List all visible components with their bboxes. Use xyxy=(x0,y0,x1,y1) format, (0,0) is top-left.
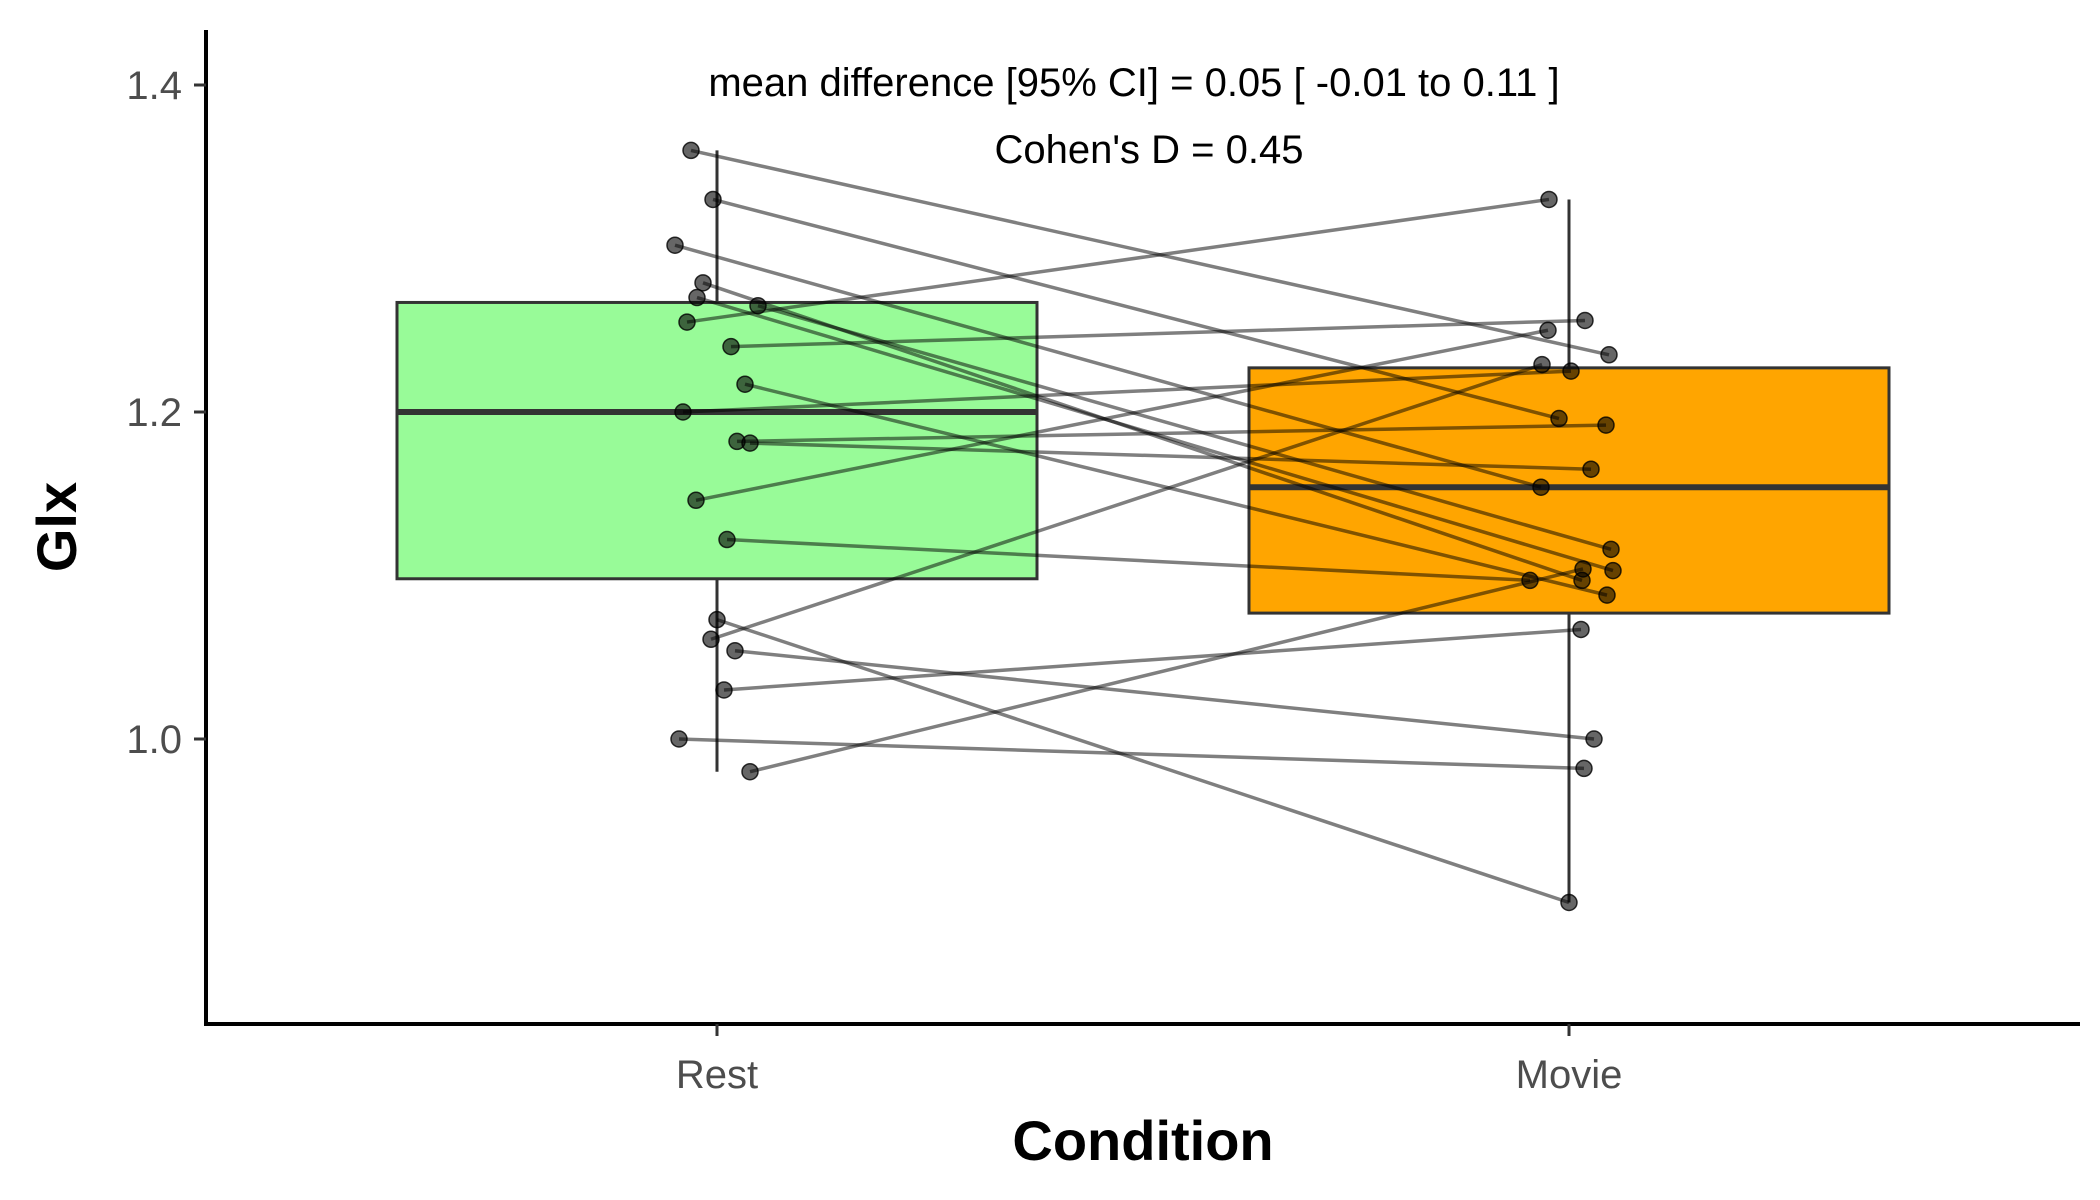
rest-point xyxy=(670,730,688,748)
cohens-d-annotation: Cohen's D = 0.45 xyxy=(995,128,1304,172)
rest-point xyxy=(678,313,696,331)
rest-point xyxy=(726,641,744,660)
y-tick-label: 1.2 xyxy=(126,391,182,435)
movie-point xyxy=(1585,730,1603,748)
paired-line xyxy=(695,328,1549,503)
rest-point xyxy=(666,236,684,254)
paired-line xyxy=(749,567,1584,774)
points-layer xyxy=(666,141,1622,912)
rest-point xyxy=(674,403,692,421)
paired-line xyxy=(712,197,1560,421)
movie-point xyxy=(1576,311,1594,330)
movie-point xyxy=(1562,362,1580,380)
rest-point xyxy=(708,610,726,629)
y-axis-title: Glx xyxy=(25,482,88,572)
movie-point xyxy=(1550,409,1568,428)
movie-point xyxy=(1532,478,1550,496)
paired-line xyxy=(730,318,1586,349)
y-tick-label: 1.4 xyxy=(126,64,182,108)
movie-point xyxy=(1539,321,1557,339)
rest-point xyxy=(722,337,740,356)
paired-line xyxy=(686,197,1550,324)
paired-line xyxy=(682,369,1572,414)
paired-line xyxy=(690,148,1610,357)
movie-point xyxy=(1560,893,1578,912)
x-tick-label-rest: Rest xyxy=(676,1053,758,1097)
paired-line xyxy=(749,441,1592,471)
rest-point xyxy=(741,762,759,781)
movie-point xyxy=(1598,586,1616,604)
paired-line xyxy=(734,648,1595,741)
movie-point xyxy=(1533,355,1551,374)
movie-point xyxy=(1574,560,1592,578)
paired-line xyxy=(757,304,1612,552)
paired-line xyxy=(710,362,1543,641)
movie-point xyxy=(1602,540,1620,559)
movie-point xyxy=(1604,561,1622,580)
movie-point xyxy=(1572,620,1590,639)
axes-layer xyxy=(204,30,2080,1026)
rest-point xyxy=(715,681,733,699)
paired-line xyxy=(736,423,1607,444)
boxes-layer xyxy=(395,150,1891,903)
annotation-layer: mean difference [95% CI] = 0.05 [ -0.01 … xyxy=(708,61,1559,172)
paired-line xyxy=(723,627,1582,692)
rest-point xyxy=(741,434,759,452)
rest-point xyxy=(687,491,705,510)
movie-point xyxy=(1540,190,1558,209)
ticks-layer: 1.0 1.2 1.4 Rest Movie xyxy=(126,64,1622,1097)
movie-point xyxy=(1521,571,1539,590)
rest-box xyxy=(395,300,1039,581)
paired-line xyxy=(716,617,1570,905)
mean-difference-annotation: mean difference [95% CI] = 0.05 [ -0.01 … xyxy=(708,61,1559,105)
x-tick-label-movie: Movie xyxy=(1516,1053,1623,1097)
y-tick-label: 1.0 xyxy=(126,718,182,762)
paired-line xyxy=(726,537,1531,583)
rest-point xyxy=(704,190,722,209)
rest-point xyxy=(718,530,736,549)
rest-point xyxy=(736,375,754,393)
paired-line xyxy=(674,243,1542,489)
paired-line xyxy=(744,382,1608,597)
rest-point xyxy=(682,141,700,160)
rest-point xyxy=(749,296,767,315)
rest-point xyxy=(702,630,720,649)
rest-point xyxy=(688,288,706,307)
paired-lines-layer xyxy=(674,148,1614,905)
movie-point xyxy=(1597,416,1615,434)
x-axis-title: Condition xyxy=(1012,1109,1273,1172)
paired-line xyxy=(678,737,1585,771)
rest-point xyxy=(694,274,712,292)
movie-point xyxy=(1575,759,1593,778)
movie-point xyxy=(1600,346,1618,364)
movie-point xyxy=(1582,460,1600,478)
